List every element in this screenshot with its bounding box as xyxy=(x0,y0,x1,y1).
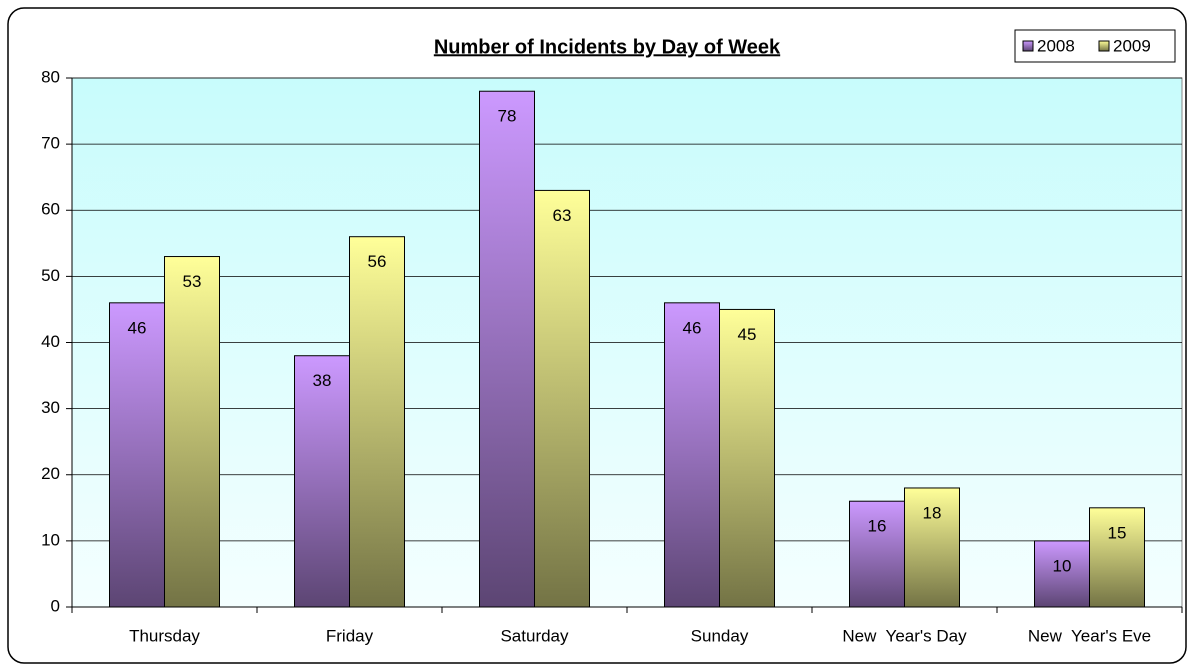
data-label: 15 xyxy=(1108,523,1127,542)
bar xyxy=(534,189,590,608)
x-tick-label: Thursday xyxy=(129,626,200,645)
data-label: 45 xyxy=(738,325,757,344)
y-tick-label: 50 xyxy=(41,266,60,285)
y-tick-label: 80 xyxy=(41,67,60,86)
chart-title: Number of Incidents by Day of Week xyxy=(434,36,781,58)
legend-swatch xyxy=(1098,40,1110,52)
y-tick-label: 20 xyxy=(41,464,60,483)
data-label: 63 xyxy=(553,206,572,225)
y-tick-label: 70 xyxy=(41,134,60,153)
data-label: 53 xyxy=(183,272,202,291)
bar xyxy=(719,308,775,608)
legend xyxy=(1014,29,1176,63)
data-label: 46 xyxy=(128,318,147,337)
bar xyxy=(904,487,960,608)
data-label: 18 xyxy=(923,503,942,522)
data-label: 46 xyxy=(683,318,702,337)
y-tick-label: 30 xyxy=(41,398,60,417)
x-tick-label: Friday xyxy=(326,626,374,645)
bar xyxy=(294,355,350,608)
bar xyxy=(109,302,165,608)
bar xyxy=(1034,540,1090,608)
x-tick-label: Sunday xyxy=(691,626,749,645)
y-tick-label: 60 xyxy=(41,200,60,219)
data-label: 16 xyxy=(868,517,887,536)
bar xyxy=(164,256,220,608)
bar xyxy=(1089,507,1145,608)
bar xyxy=(349,236,405,608)
data-label: 10 xyxy=(1053,556,1072,575)
legend-label: 2009 xyxy=(1113,36,1151,55)
data-label: 38 xyxy=(313,371,332,390)
legend-label: 2008 xyxy=(1037,36,1075,55)
x-tick-label: New Year's Day xyxy=(842,626,967,645)
bar xyxy=(664,302,720,608)
bar xyxy=(479,90,535,608)
y-tick-label: 10 xyxy=(41,530,60,549)
y-tick-label: 0 xyxy=(51,596,60,615)
data-label: 78 xyxy=(498,107,517,126)
x-tick-label: Saturday xyxy=(500,626,569,645)
data-label: 56 xyxy=(368,252,387,271)
x-tick-label: New Year's Eve xyxy=(1028,626,1151,645)
legend-swatch xyxy=(1022,40,1034,52)
y-tick-label: 40 xyxy=(41,332,60,351)
